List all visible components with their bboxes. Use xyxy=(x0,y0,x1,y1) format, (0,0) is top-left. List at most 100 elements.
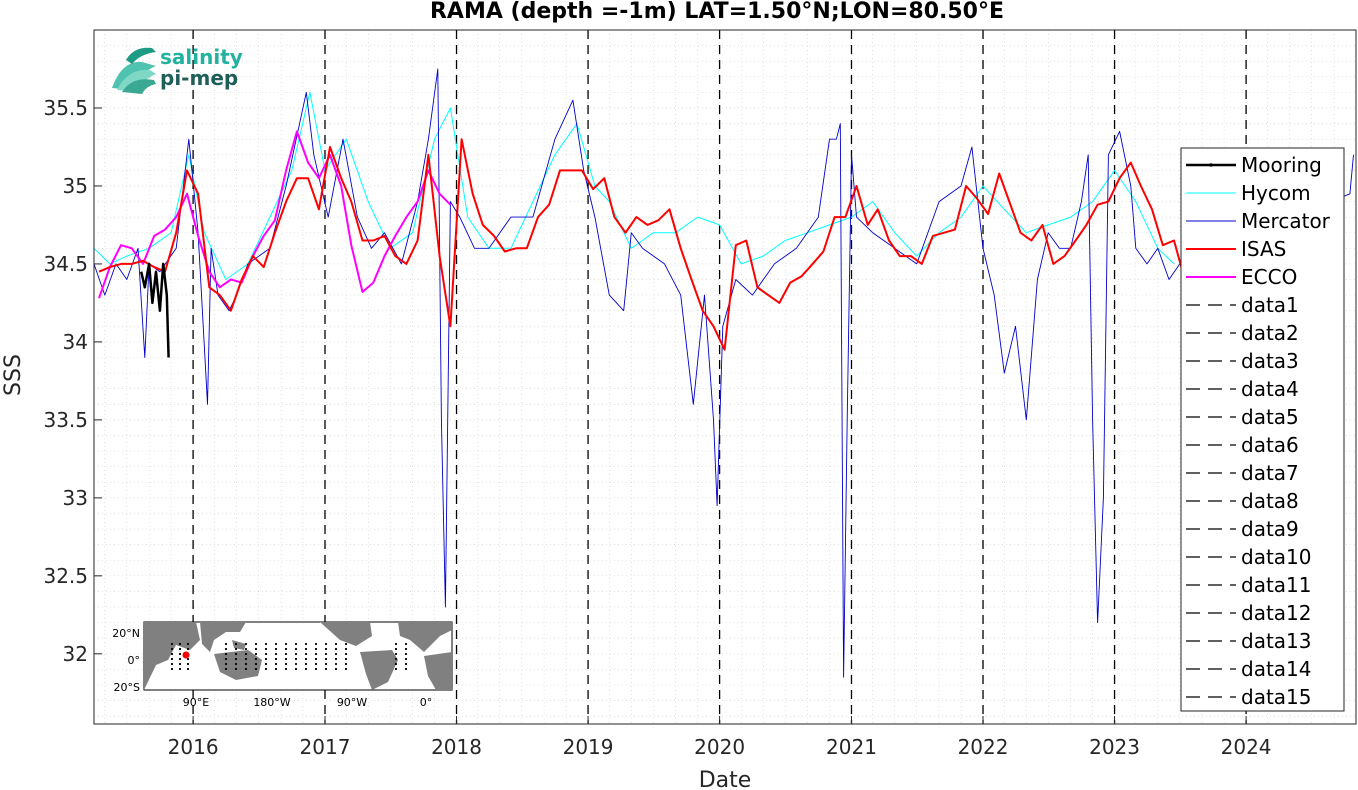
buoy-dot xyxy=(254,647,258,651)
buoy-dot xyxy=(394,667,398,671)
x-tick-label: 2022 xyxy=(958,735,1009,759)
buoy-dot xyxy=(284,657,288,661)
buoy-dot xyxy=(294,642,298,646)
map-lon-label-90e: 90°E xyxy=(183,696,209,709)
series-hycom-line xyxy=(93,91,1175,280)
buoy-dot xyxy=(284,652,288,656)
legend-label: ISAS xyxy=(1241,237,1286,261)
buoy-dot xyxy=(178,647,182,651)
buoy-dot xyxy=(404,652,408,656)
legend: Mooring Hycom Mercator ISAS ECCO data1 data2 da… xyxy=(1180,147,1345,712)
buoy-dot xyxy=(304,652,308,656)
buoy-dot xyxy=(314,642,318,646)
legend-label: data4 xyxy=(1241,377,1299,401)
series-group xyxy=(93,68,1354,678)
x-tick-label: 2016 xyxy=(168,735,219,759)
legend-label: Mercator xyxy=(1241,209,1331,233)
buoy-dot xyxy=(304,662,308,666)
buoy-dot xyxy=(224,662,228,666)
x-tick-label: 2020 xyxy=(694,735,745,759)
legend-label: data5 xyxy=(1241,405,1299,429)
legend-box xyxy=(1180,147,1345,712)
y-tick-label: 32 xyxy=(63,642,88,666)
buoy-dot xyxy=(274,652,278,656)
buoy-dot xyxy=(264,647,268,651)
buoy-dot xyxy=(244,657,248,661)
buoy-dot xyxy=(324,642,328,646)
buoy-dot xyxy=(186,647,190,651)
buoy-dot xyxy=(334,642,338,646)
buoy-dot xyxy=(304,657,308,661)
map-lat-label-north: 20°N xyxy=(112,627,140,640)
buoy-dot xyxy=(314,667,318,671)
buoy-dot xyxy=(304,667,308,671)
y-tick-label: 33 xyxy=(63,486,88,510)
buoy-dot xyxy=(294,652,298,656)
buoy-dot xyxy=(344,647,348,651)
buoy-dot xyxy=(178,657,182,661)
buoy-dot xyxy=(274,647,278,651)
map-lon-label-90w: 90°W xyxy=(337,696,367,709)
buoy-dot xyxy=(264,662,268,666)
buoy-dot xyxy=(170,662,174,666)
buoy-dot xyxy=(224,647,228,651)
buoy-dot xyxy=(344,652,348,656)
buoy-dot xyxy=(284,662,288,666)
buoy-dot xyxy=(304,647,308,651)
buoy-dot xyxy=(314,657,318,661)
buoy-dot xyxy=(324,667,328,671)
series-ecco-line xyxy=(98,130,452,299)
wave-logo-icon xyxy=(112,47,156,94)
buoy-dot xyxy=(324,657,328,661)
legend-label: data2 xyxy=(1241,321,1299,345)
buoy-dot xyxy=(324,662,328,666)
chart-title: RAMA (depth =-1m) LAT=1.50°N;LON=80.50°E xyxy=(430,0,1004,24)
map-lat-label-south: 20°S xyxy=(114,681,140,694)
buoy-dot xyxy=(394,642,398,646)
buoy-dot xyxy=(344,667,348,671)
buoy-dot xyxy=(264,642,268,646)
buoy-dot xyxy=(334,662,338,666)
buoy-dot xyxy=(170,667,174,671)
buoy-dot xyxy=(224,652,228,656)
y-axis-label: SSS xyxy=(1,354,26,396)
buoy-dot xyxy=(284,642,288,646)
legend-label: data3 xyxy=(1241,349,1299,373)
buoy-dot xyxy=(334,667,338,671)
buoy-dot xyxy=(178,642,182,646)
map-lon-label-0: 0° xyxy=(420,696,433,709)
buoy-dot xyxy=(186,642,190,646)
map-lat-label-equator: 0° xyxy=(128,654,141,667)
buoy-dot xyxy=(254,662,258,666)
buoy-dot xyxy=(254,642,258,646)
buoy-dot xyxy=(404,662,408,666)
buoy-dot xyxy=(404,667,408,671)
buoy-dot xyxy=(304,642,308,646)
logo-line1: salinity xyxy=(160,45,243,69)
inset-map: 20°N 0° 20°S 90°E 180°W 90°W 0° xyxy=(112,621,453,709)
buoy-dot xyxy=(284,667,288,671)
y-ticks: 32 32.5 33 33.5 34 34.5 35 35.5 xyxy=(43,96,102,666)
buoy-dot xyxy=(234,662,238,666)
buoy-dot xyxy=(294,647,298,651)
buoy-dot xyxy=(224,667,228,671)
buoy-dot xyxy=(186,657,190,661)
legend-label: data8 xyxy=(1241,489,1299,513)
buoy-dot xyxy=(170,647,174,651)
buoy-dot xyxy=(274,662,278,666)
buoy-dot xyxy=(224,657,228,661)
buoy-dot xyxy=(244,652,248,656)
x-tick-label: 2024 xyxy=(1221,735,1272,759)
buoy-dot xyxy=(244,647,248,651)
buoy-dot xyxy=(294,662,298,666)
x-tick-label: 2018 xyxy=(431,735,482,759)
y-tick-label: 35.5 xyxy=(43,96,88,120)
y-tick-label: 34 xyxy=(63,330,88,354)
buoy-dot xyxy=(254,657,258,661)
x-ticks: 2016 2017 2018 2019 2020 2021 2022 2023 2024 xyxy=(168,716,1272,759)
buoy-dot xyxy=(234,642,238,646)
buoy-dot xyxy=(334,657,338,661)
x-tick-label: 2019 xyxy=(563,735,614,759)
legend-label: ECCO xyxy=(1241,265,1297,289)
